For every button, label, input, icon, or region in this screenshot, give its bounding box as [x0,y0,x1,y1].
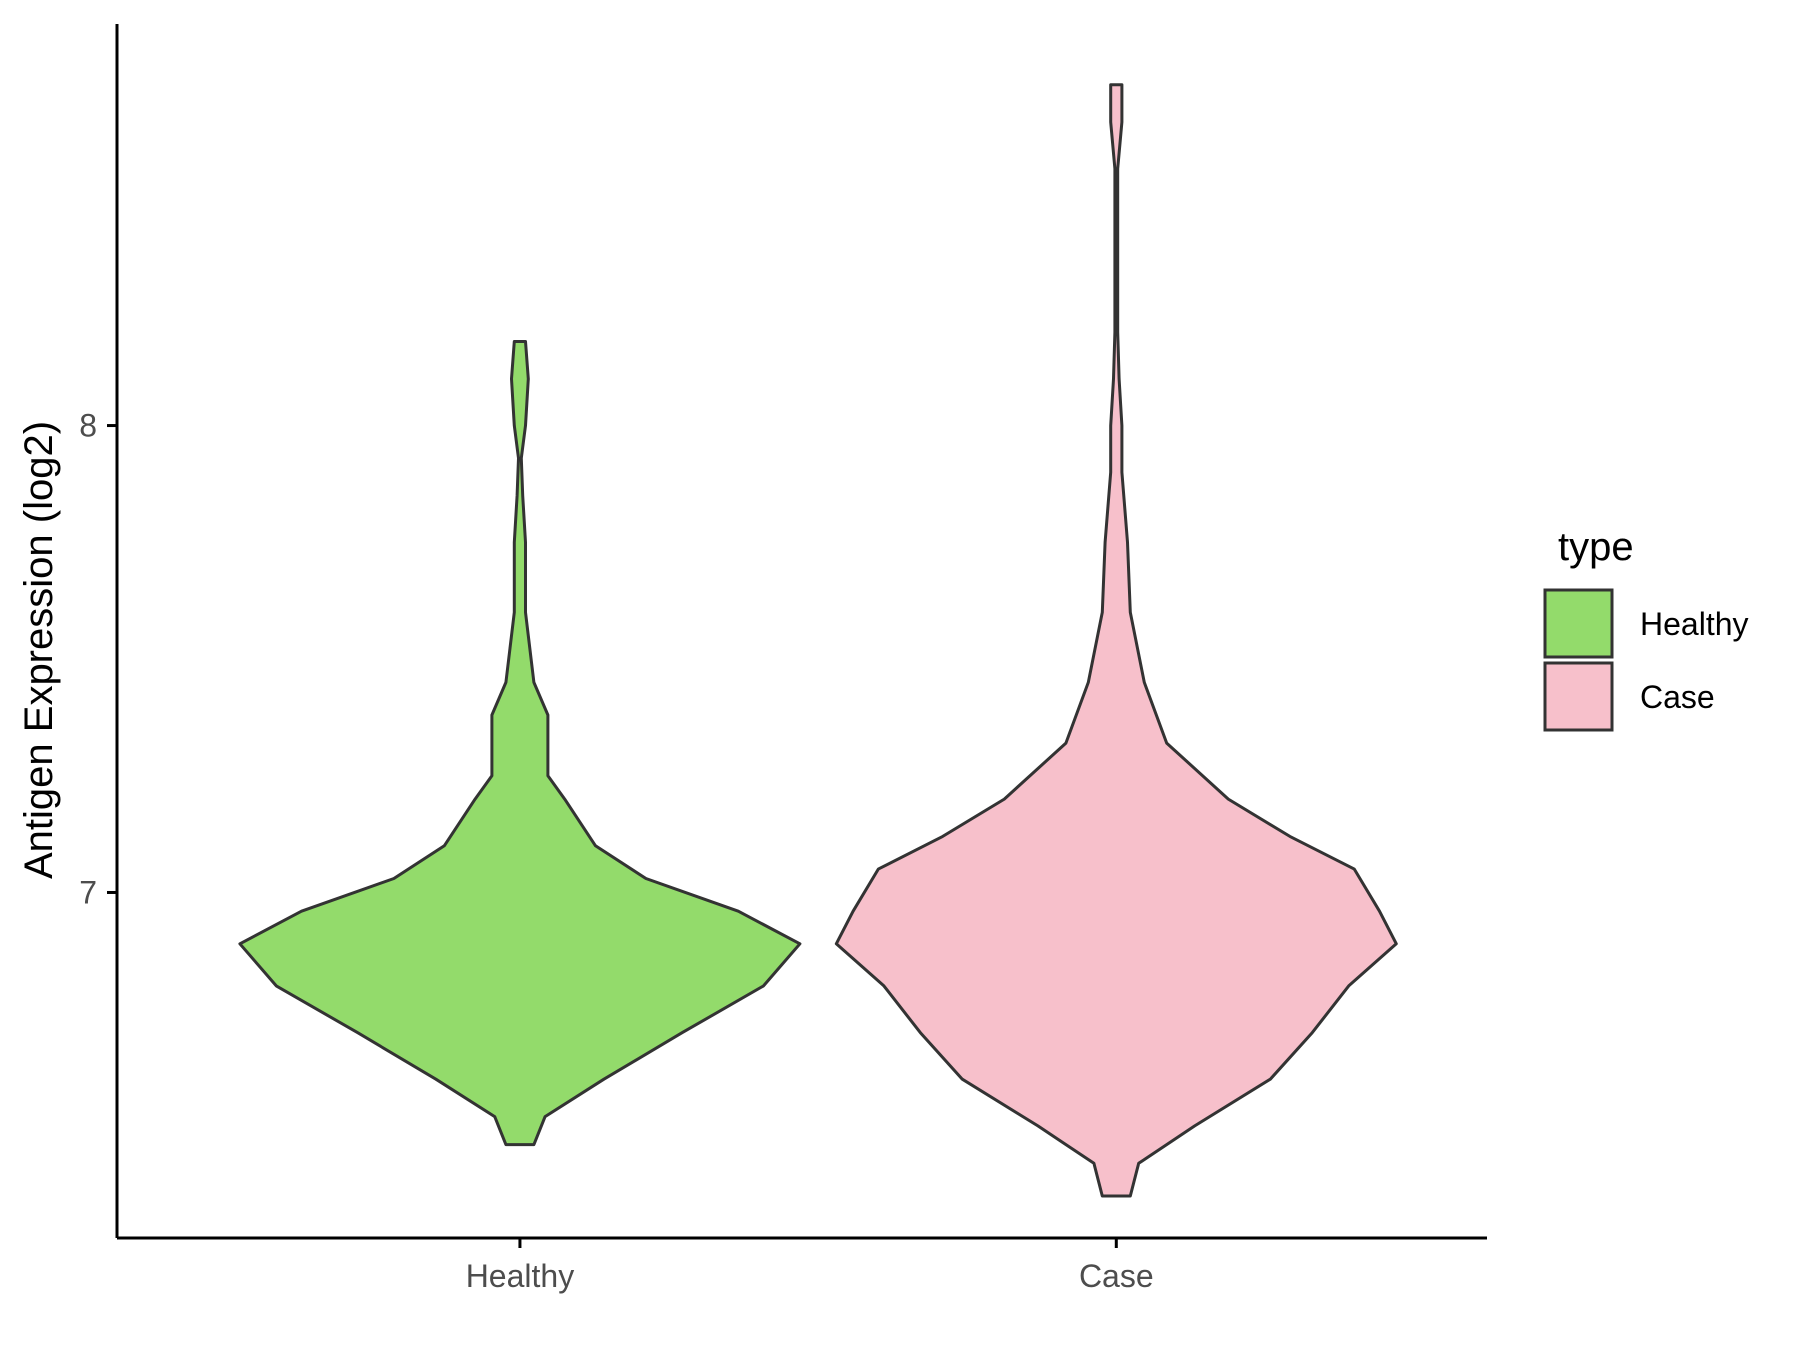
legend: type Healthy Case [1543,525,1749,732]
y-tick-label: 8 [79,408,97,444]
legend-swatch-case [1543,661,1614,732]
legend-label-case: Case [1640,679,1715,715]
legend-label-healthy: Healthy [1640,606,1749,642]
legend-title: type [1558,525,1634,569]
legend-items: Healthy Case [1543,588,1749,732]
y-axis-ticks: 78 [79,408,117,910]
violin-case [834,83,1398,1198]
violin-layer [238,83,1398,1198]
x-tick-label-healthy: Healthy [466,1258,575,1294]
y-axis-title: Antigen Expression (log2) [17,421,61,879]
y-tick-label: 7 [79,874,97,910]
x-axis-ticks: Healthy Case [466,1238,1154,1294]
legend-swatch-healthy [1543,588,1614,659]
x-tick-label-case: Case [1079,1258,1154,1294]
violin-healthy [238,340,802,1147]
